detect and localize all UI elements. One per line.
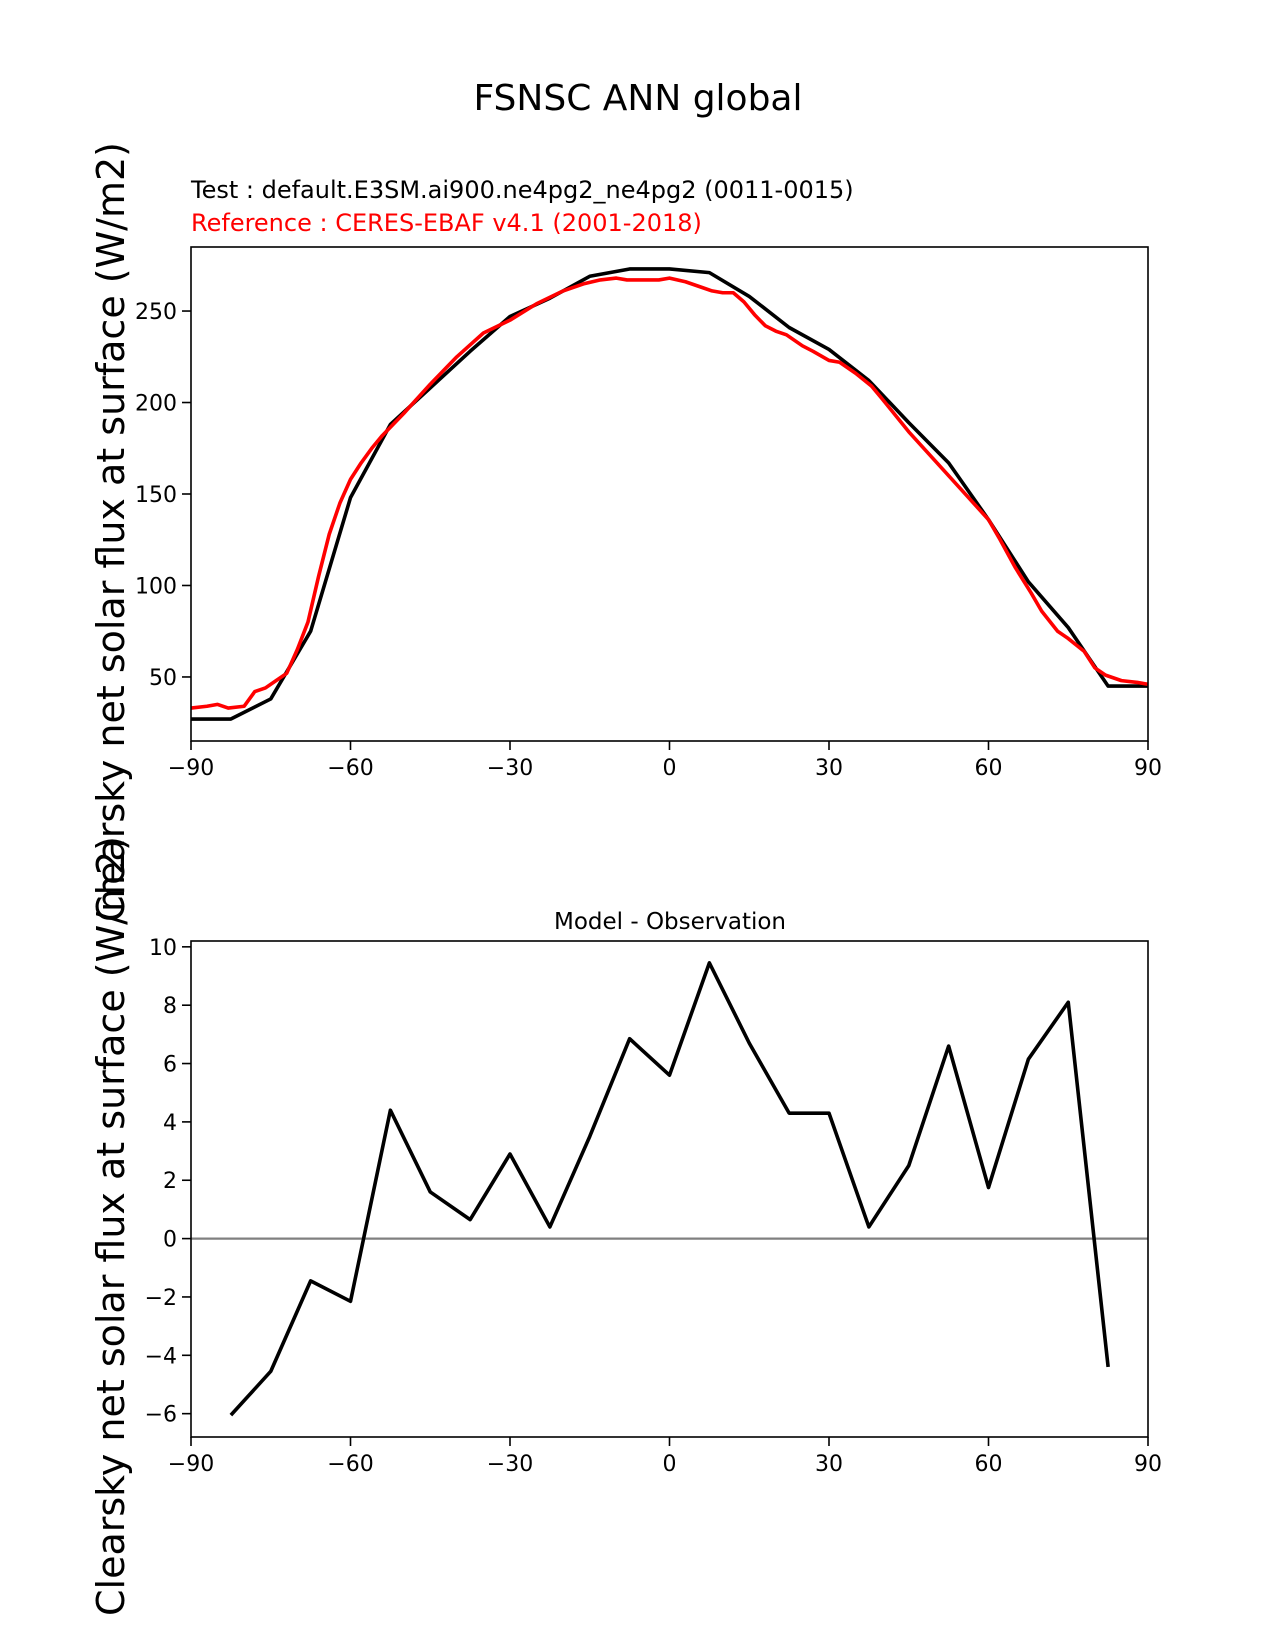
x-tick-label: 30 bbox=[815, 756, 843, 781]
y-tick-label: 8 bbox=[163, 994, 177, 1019]
y-tick-label: 4 bbox=[163, 1111, 177, 1136]
bottom-panel-ylabel: Clearsky net solar flux at surface (W/m2… bbox=[89, 836, 133, 1616]
series-line-secondary bbox=[190, 276, 1149, 710]
top-panel-ylabel: Clearsky net solar flux at surface (W/m2… bbox=[89, 142, 133, 922]
y-tick-label: 6 bbox=[163, 1053, 177, 1078]
y-tick-label: 200 bbox=[135, 392, 177, 417]
diff-panel-title: Model - Observation bbox=[554, 909, 786, 935]
difference-line-chart: −90 −60 −30 0 30 60 90 −6 −4 −2 0 2 4 6 8 10 bbox=[145, 936, 1162, 1477]
figure-suptitle: FSNSC ANN global bbox=[473, 78, 802, 119]
test-label: Test : default.E3SM.ai900.ne4pg2_ne4pg2 … bbox=[190, 176, 854, 204]
series-line-primary bbox=[229, 961, 1110, 1417]
flux-line-chart: −90 −60 −30 0 30 60 90 50 100 150 200 250 bbox=[135, 246, 1162, 781]
y-tick-label: 2 bbox=[163, 1169, 177, 1194]
x-tick-label: 0 bbox=[663, 1452, 677, 1477]
x-tick-label: −30 bbox=[487, 1452, 533, 1477]
y-tick-label: −2 bbox=[145, 1286, 177, 1311]
x-tick-label: −30 bbox=[487, 756, 533, 781]
x-tick-label: −60 bbox=[327, 1452, 373, 1477]
x-tick-label: −90 bbox=[168, 756, 214, 781]
y-tick-label: 10 bbox=[149, 936, 177, 961]
y-tick-label: −4 bbox=[145, 1344, 177, 1369]
y-tick-label: 150 bbox=[135, 483, 177, 508]
x-tick-label: 90 bbox=[1134, 1452, 1162, 1477]
x-tick-label: −60 bbox=[327, 756, 373, 781]
y-tick-label: −6 bbox=[145, 1403, 177, 1428]
y-tick-label: 100 bbox=[135, 574, 177, 599]
x-tick-label: −90 bbox=[168, 1452, 214, 1477]
x-tick-label: 30 bbox=[815, 1452, 843, 1477]
x-tick-label: 0 bbox=[663, 756, 677, 781]
y-tick-label: 50 bbox=[149, 666, 177, 691]
x-tick-label: 60 bbox=[975, 756, 1003, 781]
y-tick-label: 250 bbox=[135, 300, 177, 325]
x-tick-label: 60 bbox=[975, 1452, 1003, 1477]
x-tick-label: 90 bbox=[1134, 756, 1162, 781]
reference-label: Reference : CERES-EBAF v4.1 (2001-2018) bbox=[191, 209, 702, 237]
y-tick-label: 0 bbox=[163, 1228, 177, 1253]
